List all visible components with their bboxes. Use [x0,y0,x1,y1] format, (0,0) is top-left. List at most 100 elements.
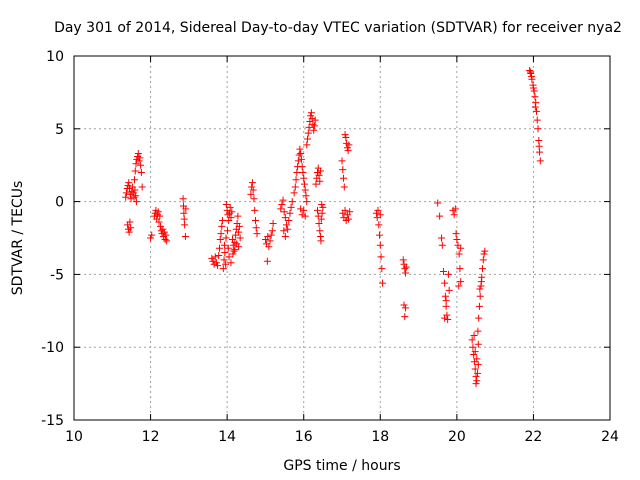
data-point [374,206,382,214]
data-point [310,126,318,134]
data-point [343,144,351,152]
data-point [211,253,219,261]
data-point [263,257,271,265]
data-point [137,168,145,176]
data-point [137,161,145,169]
data-point [229,250,237,258]
data-point [212,259,220,267]
data-point [227,214,235,222]
data-point [220,241,228,249]
data-point [479,256,487,264]
x-tick-label: 22 [525,429,543,445]
y-tick-label: 5 [55,122,64,138]
data-point [313,168,321,176]
data-point [303,141,311,149]
data-point [342,134,350,142]
data-point [535,142,543,150]
data-point [181,221,189,229]
data-point [250,195,258,203]
data-point [340,183,348,191]
data-point [307,109,315,117]
data-point [132,198,140,206]
data-point [471,348,479,356]
data-point [469,343,477,351]
data-point [308,115,316,123]
data-point [317,167,325,175]
data-point [441,292,449,300]
data-point [232,231,240,239]
data-point [148,231,156,239]
data-point [399,256,407,264]
data-point [316,177,324,185]
data-point [401,265,409,273]
data-point [159,225,167,233]
data-point [445,286,453,294]
data-point [345,215,353,223]
data-point [402,304,410,312]
data-point [247,190,255,198]
data-point [249,186,257,194]
data-point [402,263,410,271]
data-point [215,244,223,252]
data-point [130,176,138,184]
data-point [269,219,277,227]
data-point [300,206,308,214]
data-point [439,267,447,275]
data-point [281,214,289,222]
data-point [218,222,226,230]
data-point [474,369,482,377]
data-point [267,231,275,239]
x-tick-label: 24 [601,429,619,445]
data-point [284,225,292,233]
data-point [346,208,354,216]
x-tick-label: 16 [295,429,313,445]
y-tick-label: -5 [50,267,64,283]
data-point [453,235,461,243]
data-point [317,237,325,245]
data-point [235,222,243,230]
data-point [122,193,130,201]
data-point [126,190,134,198]
grid-lines [74,56,610,420]
data-point [451,205,459,213]
data-point [375,221,383,229]
data-point [438,241,446,249]
data-point [452,230,460,238]
data-point [442,297,450,305]
data-point [310,122,318,130]
data-point [475,314,483,322]
data-point [135,157,143,165]
data-point [279,196,287,204]
data-point [225,253,233,261]
data-point [474,327,482,335]
data-point [476,292,484,300]
data-point [161,235,169,243]
data-point [292,176,300,184]
data-point [468,336,476,344]
data-point [319,203,327,211]
data-point [318,201,326,209]
data-point [441,279,449,287]
data-point [130,193,138,201]
y-tick-label: -15 [41,413,64,429]
data-points [122,67,544,388]
tick-labels: 10 12 14 16 18 20 22 24 -15 -10 -5 0 5 10 [41,49,619,445]
data-point [127,195,135,203]
data-point [378,265,386,273]
data-point [532,107,540,115]
data-point [215,251,223,259]
data-point [298,163,306,171]
data-point [127,224,135,232]
data-point [318,209,326,217]
data-point [444,316,452,324]
data-point [438,234,446,242]
data-point [286,209,294,217]
data-point [128,187,136,195]
data-point [436,212,444,220]
data-point [234,212,242,220]
data-point [372,209,380,217]
data-point [124,182,132,190]
y-tick-label: 10 [46,49,64,65]
data-point [533,116,541,124]
data-point [224,211,232,219]
